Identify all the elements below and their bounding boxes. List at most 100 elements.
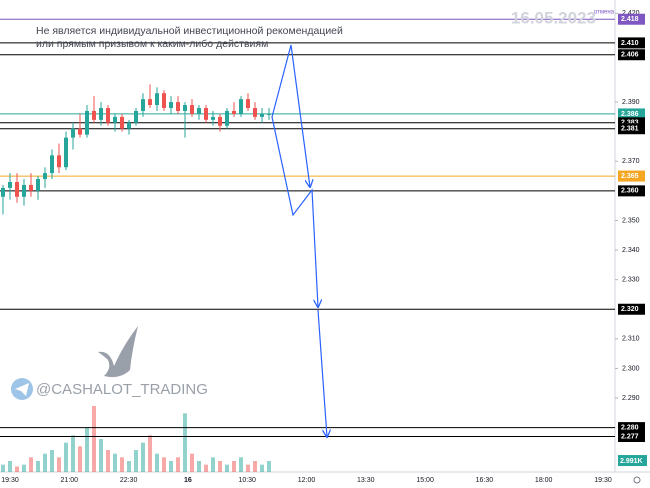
level-label: 2.277 — [621, 433, 639, 440]
candle-body — [197, 108, 201, 114]
volume-bar — [113, 453, 117, 472]
candle-body — [253, 108, 257, 117]
volume-bar — [246, 464, 250, 472]
volume-label-box — [618, 455, 647, 467]
volume-bar — [36, 461, 40, 472]
level-label: 2.365 — [621, 173, 639, 180]
volume-bar — [29, 457, 33, 472]
volume-bar — [260, 464, 264, 472]
candle-body — [246, 99, 250, 109]
telegram-plane — [15, 383, 29, 396]
volume-bar — [120, 457, 124, 472]
date-watermark: 16.05.2023 — [511, 8, 596, 27]
volume-bar — [183, 413, 187, 472]
level-label-box — [618, 49, 645, 61]
candle-body — [211, 116, 215, 120]
y-tick-label: 2.330 — [622, 276, 640, 283]
candle-body — [29, 184, 33, 191]
level-label: 2.383 — [621, 120, 639, 127]
x-tick-label: 13:30 — [357, 477, 375, 484]
candle-body — [71, 128, 75, 138]
volume-bar — [1, 464, 5, 472]
volume-bar — [106, 450, 110, 472]
candle-body — [85, 110, 89, 135]
level-label-box — [618, 303, 645, 315]
y-tick-label: 2.290 — [622, 395, 640, 402]
candle-body — [50, 155, 54, 174]
candle-body — [162, 93, 166, 109]
logo-text: @CASHALOT_TRADING — [36, 381, 208, 398]
candle-body — [64, 137, 68, 168]
x-tick-label: 21:00 — [61, 477, 79, 484]
y-tick-label: 2.340 — [622, 247, 640, 254]
candle-body — [92, 110, 96, 120]
candle-body — [99, 108, 103, 120]
levels: 2.4182.4102.4062.38600:382.3832.3812.365… — [0, 13, 645, 442]
volume-bar — [64, 442, 68, 472]
annotation: Не является индивидуальной инвестиционно… — [36, 25, 343, 37]
whale-icon — [98, 326, 138, 378]
candle-body — [267, 113, 271, 115]
level-label-box — [618, 123, 645, 135]
volume-bar — [267, 461, 271, 472]
forecast-arrows — [271, 44, 327, 437]
volume-bar — [211, 457, 215, 472]
candle-body — [176, 102, 180, 111]
arrow — [271, 44, 310, 187]
x-tick-label: 16:30 — [476, 477, 494, 484]
logo: @CASHALOT_TRADING — [11, 326, 208, 400]
level-label: 2.410 — [621, 40, 639, 47]
candles — [1, 84, 271, 215]
level-label-box — [618, 13, 645, 25]
candle-body — [260, 113, 264, 117]
candle-body — [225, 110, 229, 126]
settings-icon[interactable] — [633, 476, 641, 484]
y-tick-label: 2.370 — [622, 158, 640, 165]
y-tick-label: 2.420 — [622, 10, 640, 17]
x-tick-label: 22:30 — [120, 477, 138, 484]
volume-bar — [169, 461, 173, 472]
level-label-box — [618, 170, 645, 182]
volume-bar — [204, 464, 208, 472]
candle-body — [183, 105, 187, 111]
candle-body — [78, 128, 82, 135]
level-label-box — [618, 37, 645, 49]
volume-bar — [155, 453, 159, 472]
level-label-box — [618, 185, 645, 197]
volume-bar — [22, 464, 26, 472]
candle-body — [169, 102, 173, 109]
x-tick-label: 15:00 — [416, 477, 434, 484]
level-label: 2.280 — [621, 424, 639, 431]
x-tick-label: 10:30 — [238, 477, 256, 484]
level-label-box — [618, 422, 645, 434]
level-label: 2.386 — [621, 111, 639, 118]
level-label: 2.418 — [621, 16, 639, 23]
candle-body — [218, 116, 222, 126]
volume-bar — [190, 453, 194, 472]
candle-body — [155, 93, 159, 106]
volume-bar — [8, 461, 12, 472]
candle-body — [127, 122, 131, 129]
volume-bar — [197, 461, 201, 472]
y-tick-label: 2.350 — [622, 217, 640, 224]
candle-body — [148, 99, 152, 106]
x-tick-label: 12:00 — [298, 477, 316, 484]
arrow — [271, 116, 318, 307]
grid: 2.420 2.390 2.370 2.350 2.340 2.330 2.310 2.300… — [615, 10, 640, 402]
level-label: 2.360 — [621, 188, 639, 195]
volume-bar — [85, 428, 89, 472]
y-tick-label: 2.310 — [622, 336, 640, 343]
candle-body — [43, 173, 47, 180]
volume-bar — [141, 442, 145, 472]
candle-body — [57, 155, 61, 168]
candle-body — [8, 181, 12, 188]
level-label: 2.406 — [621, 52, 639, 59]
volume-bar — [232, 461, 236, 472]
candle-body — [134, 110, 138, 123]
level-label-box — [618, 108, 645, 120]
candle-body — [204, 108, 208, 120]
x-tick-label: 18:00 — [535, 477, 553, 484]
arrow — [317, 309, 327, 437]
level-label: 2.381 — [621, 126, 639, 133]
